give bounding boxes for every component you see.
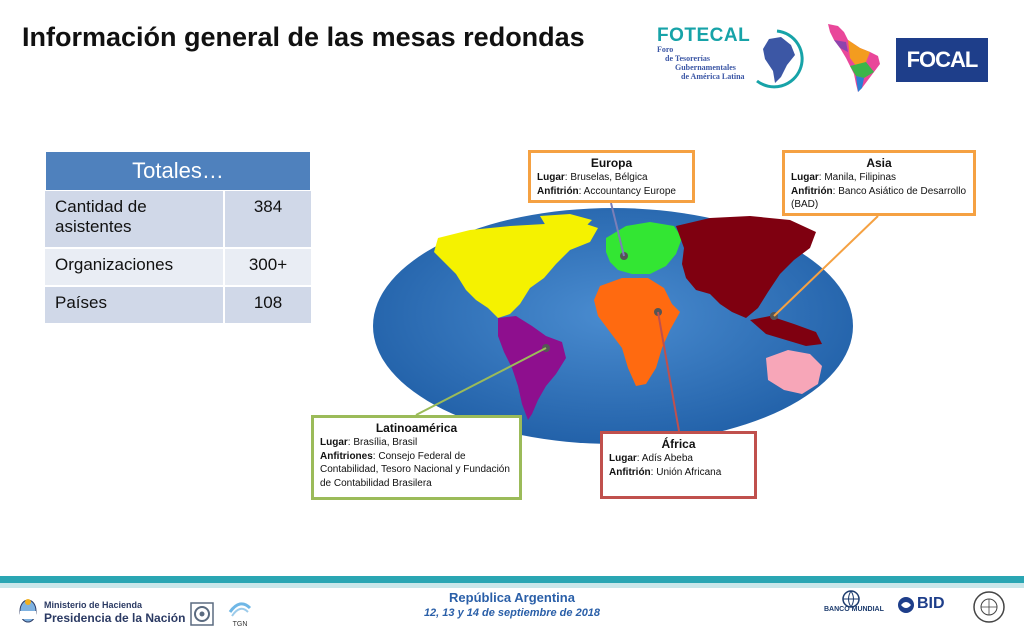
row-label: Cantidad de asistentes <box>45 191 225 247</box>
marker-latam <box>542 344 550 352</box>
southeast-asia-islands <box>750 316 822 346</box>
fotecal-sub-1: Foro <box>657 45 674 54</box>
tgn-logo: TGN <box>228 602 252 628</box>
fotecal-globe-icon <box>756 29 804 89</box>
totals-header: Totales… <box>45 151 311 191</box>
bid-icon <box>898 597 914 613</box>
banco-mundial-globe-icon <box>842 590 860 608</box>
imf-seal-icon <box>973 591 1005 623</box>
table-row: Cantidad de asistentes 384 <box>45 191 311 249</box>
argentina-shield-icon <box>19 599 37 623</box>
footer-country: República Argentina <box>449 590 575 605</box>
row-label: Países <box>45 287 225 323</box>
footer-bar <box>0 576 1024 583</box>
latam-map-logo-icon <box>828 24 880 92</box>
callout-anfitrion: Anfitriones: Consejo Federal de Contabil… <box>320 450 510 489</box>
table-row: Países 108 <box>45 287 311 323</box>
row-value: 384 <box>253 197 283 216</box>
callout-lugar: Lugar: Brasília, Brasil <box>320 437 418 448</box>
callout-asia: Asia Lugar: Manila, Filipinas Anfitrión:… <box>782 150 976 216</box>
table-row: Organizaciones 300+ <box>45 249 311 287</box>
marker-africa <box>654 308 662 316</box>
greenland <box>540 214 592 234</box>
north-america <box>434 222 598 318</box>
totals-table: Totales… Cantidad de asistentes 384 Orga… <box>45 151 311 323</box>
row-label: Organizaciones <box>45 249 225 285</box>
fotecal-sub-2: de Tesorerías <box>665 54 710 63</box>
ministerio-line2: Presidencia de la Nación <box>44 611 186 625</box>
footer-bar-light <box>0 583 1024 588</box>
callout-anfitrion: Anfitrión: Unión Africana <box>609 466 722 478</box>
europe <box>606 222 682 274</box>
footer-dates: 12, 13 y 14 de septiembre de 2018 <box>423 607 601 619</box>
ministerio-logo: Ministerio de Hacienda Presidencia de la… <box>18 597 185 628</box>
footer-center: República Argentina 12, 13 y 14 de septi… <box>380 590 644 619</box>
row-value: 300+ <box>248 255 288 274</box>
callout-lugar: Lugar: Bruselas, Bélgica <box>537 172 648 183</box>
callout-title: Asia <box>866 156 892 170</box>
tgn-text: TGN <box>233 621 248 628</box>
fotecal-name: FOTECAL <box>657 25 751 46</box>
callout-anfitrion: Anfitrión: Accountancy Europe <box>537 185 676 197</box>
row-value: 108 <box>253 293 283 312</box>
callout-title: Latinoamérica <box>375 421 458 435</box>
callout-title: Europa <box>590 156 633 170</box>
fotecal-sub-3: Gubernamentales <box>675 63 736 72</box>
oceania <box>766 350 822 394</box>
page-title: Información general de las mesas redonda… <box>22 22 585 52</box>
ministerio-line1: Ministerio de Hacienda <box>44 600 143 610</box>
callout-lugar: Lugar: Manila, Filipinas <box>791 172 897 183</box>
callout-latinoamerica: Latinoamérica Lugar: Brasília, Brasil An… <box>311 415 522 500</box>
callout-lugar: Lugar: Adís Abeba <box>609 453 693 464</box>
callout-title: África <box>661 437 696 451</box>
gear-seal-icon <box>190 602 214 626</box>
callout-africa: África Lugar: Adís Abeba Anfitrión: Unió… <box>600 431 757 499</box>
marker-europe <box>620 252 628 260</box>
callout-europa: Europa Lugar: Bruselas, Bélgica Anfitrió… <box>528 150 695 203</box>
banco-mundial-label: BANCO MUNDIAL <box>824 606 884 613</box>
callout-anfitrion: Anfitrión: Banco Asiático de Desarrollo … <box>791 185 967 211</box>
fotecal-sub-4: de América Latina <box>681 72 745 81</box>
marker-asia <box>770 312 778 320</box>
bid-label: BID <box>917 595 945 612</box>
focal-logo: FOCAL <box>896 38 988 82</box>
fotecal-logo: FOTECAL Foro de Tesorerías Gubernamental… <box>655 25 805 93</box>
